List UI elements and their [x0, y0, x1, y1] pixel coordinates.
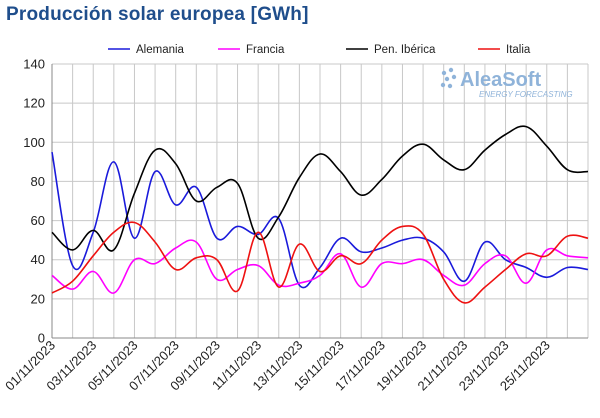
- y-tick-label: 40: [31, 252, 45, 267]
- y-tick-label: 0: [38, 331, 45, 346]
- watermark-tagline: ENERGY FORECASTING: [479, 90, 573, 99]
- y-tick-label: 140: [23, 57, 45, 72]
- watermark-brand: AleaSoft: [460, 69, 541, 91]
- y-tick-label: 80: [31, 174, 45, 189]
- aleasoft-watermark: AleaSoft ENERGY FORECASTING: [440, 67, 573, 99]
- series-lines: [51, 125, 589, 304]
- legend: Alemania Francia Pen. Ibérica Italia: [108, 44, 531, 56]
- chart-title: Producción solar europea [GWh]: [6, 4, 309, 25]
- series-line-italia: [51, 221, 589, 304]
- legend-label-italia: Italia: [506, 44, 531, 56]
- y-tick-label: 60: [31, 213, 45, 228]
- series-line-francia: [51, 239, 589, 294]
- y-tick-label: 20: [31, 291, 45, 306]
- axes: 02040608010012014001/11/202303/11/202305…: [2, 57, 588, 393]
- series-line-pen-ib-rica: [51, 125, 589, 252]
- legend-label-francia: Francia: [246, 44, 285, 56]
- series-line-alemania: [51, 151, 589, 289]
- legend-label-pen-ib-rica: Pen. Ibérica: [374, 44, 436, 56]
- aleasoft-logo-icon: [440, 67, 457, 89]
- y-tick-label: 100: [23, 135, 45, 150]
- legend-label-alemania: Alemania: [136, 44, 185, 56]
- y-tick-label: 120: [23, 96, 45, 111]
